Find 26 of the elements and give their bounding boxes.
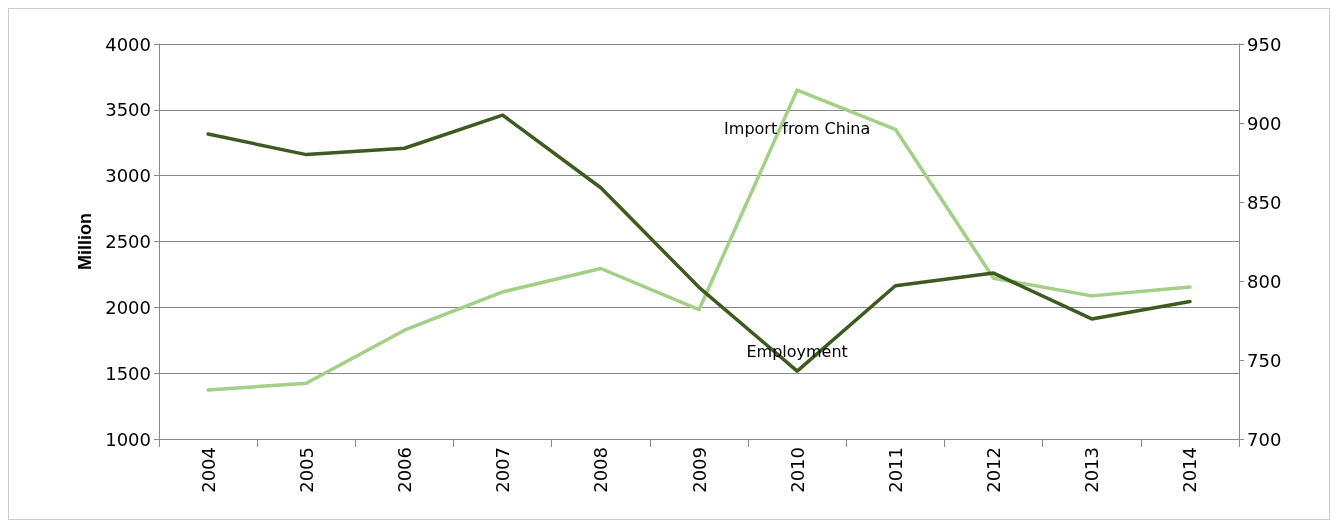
y-tick-label: 2000: [105, 296, 151, 318]
x-tick-label: 2012: [983, 447, 1005, 493]
y-tick-label: 4000: [105, 33, 151, 55]
x-tick-label: 2009: [688, 447, 710, 493]
y-tick-label: 1500: [105, 362, 151, 384]
x-tick-label: 2014: [1179, 447, 1201, 493]
y2-tick-label: 800: [1247, 270, 1282, 292]
y2-tick-label: 750: [1247, 349, 1282, 371]
y-tick-label: 3000: [105, 165, 151, 187]
x-tick-label: 2005: [295, 447, 317, 493]
y2-tick-label: 850: [1247, 191, 1282, 213]
x-tick-label: 2004: [197, 447, 219, 493]
x-tick-label: 2006: [393, 447, 415, 493]
y2-tick-label: 700: [1247, 428, 1282, 450]
series-label: Import from China: [724, 118, 871, 138]
x-tick-label: 2010: [786, 447, 808, 493]
y-axis-title: Million: [75, 213, 96, 270]
y2-tick-label: 950: [1247, 33, 1282, 55]
x-tick-label: 2011: [884, 447, 906, 493]
x-tick-label: 2013: [1081, 447, 1103, 493]
y2-tick-label: 900: [1247, 112, 1282, 134]
x-tick-label: 2007: [492, 447, 514, 493]
x-tick-label: 2008: [590, 447, 612, 493]
y-tick-label: 1000: [105, 428, 151, 450]
y-tick-label: 3500: [105, 99, 151, 121]
y-tick-label: 2500: [105, 231, 151, 252]
